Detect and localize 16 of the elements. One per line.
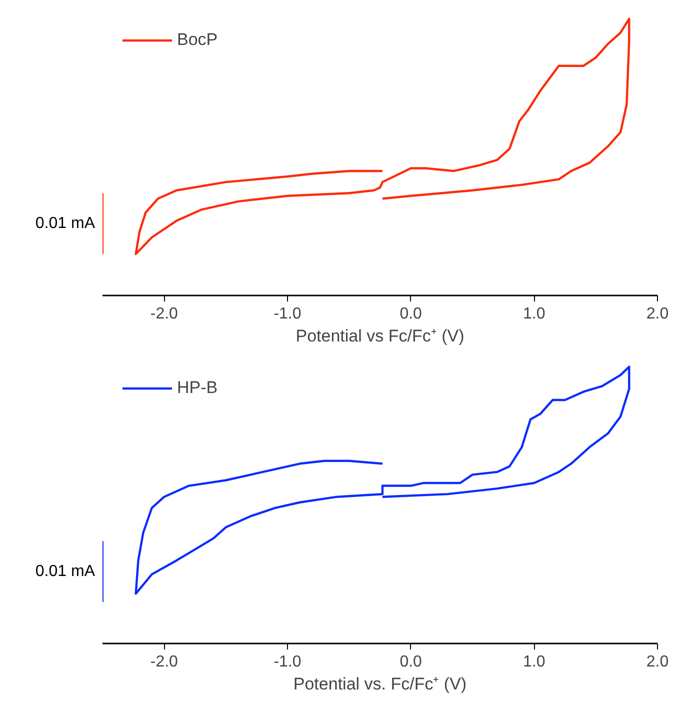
legend-label: BocP [177,30,218,50]
x-tick-label: -1.0 [274,654,302,670]
x-tick-label: 1.0 [523,306,546,322]
x-tick-label: -2.0 [150,654,178,670]
legend-label: HP-B [177,378,218,398]
x-tick-label: 0.0 [400,654,422,670]
x-tick-label: -2.0 [150,306,178,322]
text: 0.01 mA [35,562,95,582]
x-tick-label: 2.0 [646,654,669,670]
x-tick-label: 2.0 [646,306,669,322]
x-tick-label: -1.0 [274,306,302,322]
x-tick-label: 1.0 [523,654,546,670]
x-axis-title: Potential vs. Fc/Fc⁺ (V) [293,674,467,694]
x-tick-label: 0.0 [400,306,422,322]
x-axis-title: Potential vs Fc/Fc⁺ (V) [296,326,464,346]
text: 0.01 mA [35,214,95,234]
